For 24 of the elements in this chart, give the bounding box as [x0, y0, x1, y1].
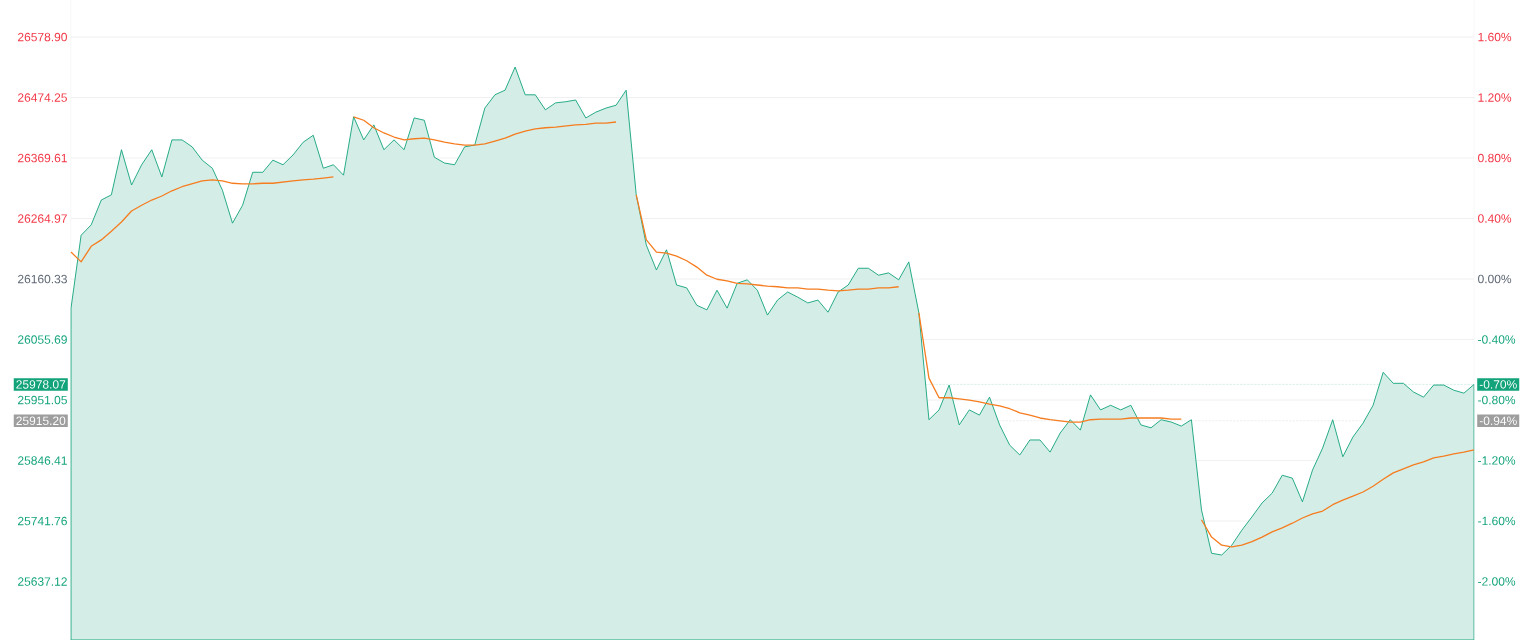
text: -0.94%: [1479, 416, 1517, 426]
y2-tick-label: -0.40%: [1478, 335, 1516, 344]
y2-tick-label: 0.40%: [1478, 214, 1512, 223]
y2-tick-label: 0.80%: [1478, 153, 1512, 163]
y-tick-label: 26264.97: [18, 214, 67, 223]
ref-line-label: 25978.07: [16, 380, 66, 389]
y-tick-label: 25637.12: [18, 577, 67, 586]
y2-tick-label: -2.00%: [1478, 577, 1516, 586]
y2-tick-label: -0.80%: [1478, 395, 1516, 405]
y2-tick-label: 0.00%: [1478, 274, 1512, 284]
y2-tick-label: 1.20%: [1478, 93, 1512, 102]
y-tick-label: 25846.41: [18, 456, 67, 465]
y-tick-label: 26578.90: [18, 32, 67, 42]
y-tick-label: 26160.33: [18, 274, 67, 284]
y2-tick-label: -1.20%: [1478, 456, 1516, 465]
text: -0.70%: [1479, 380, 1517, 389]
y2-tick-label: 1.60%: [1478, 32, 1512, 42]
y-tick-label: 26055.69: [18, 335, 67, 344]
y2-tick-label: -1.60%: [1478, 516, 1516, 526]
ref-line-label: 25915.20: [16, 416, 66, 426]
y-tick-label: 26474.25: [18, 93, 67, 102]
y-tick-label: 26369.61: [18, 153, 67, 163]
y-tick-label: 25741.76: [18, 516, 67, 526]
y-tick-label: 25951.05: [18, 395, 67, 405]
